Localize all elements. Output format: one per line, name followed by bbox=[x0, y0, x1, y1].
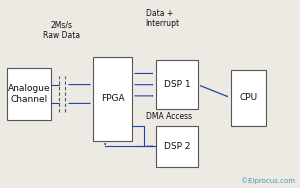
Text: FPGA: FPGA bbox=[101, 94, 124, 103]
Text: DMA Access: DMA Access bbox=[146, 112, 192, 121]
Text: ©Elprocus.com: ©Elprocus.com bbox=[241, 177, 295, 183]
Text: CPU: CPU bbox=[239, 93, 258, 102]
Text: Analogue
Channel: Analogue Channel bbox=[8, 84, 50, 104]
FancyBboxPatch shape bbox=[156, 126, 198, 167]
FancyBboxPatch shape bbox=[231, 70, 266, 126]
FancyBboxPatch shape bbox=[156, 60, 198, 109]
FancyBboxPatch shape bbox=[93, 57, 132, 141]
Text: 2Ms/s
Raw Data: 2Ms/s Raw Data bbox=[43, 20, 80, 40]
Text: DSP 1: DSP 1 bbox=[164, 80, 190, 89]
Text: DSP 2: DSP 2 bbox=[164, 142, 190, 151]
FancyBboxPatch shape bbox=[7, 68, 52, 120]
Text: Data +
Interrupt: Data + Interrupt bbox=[146, 9, 180, 29]
